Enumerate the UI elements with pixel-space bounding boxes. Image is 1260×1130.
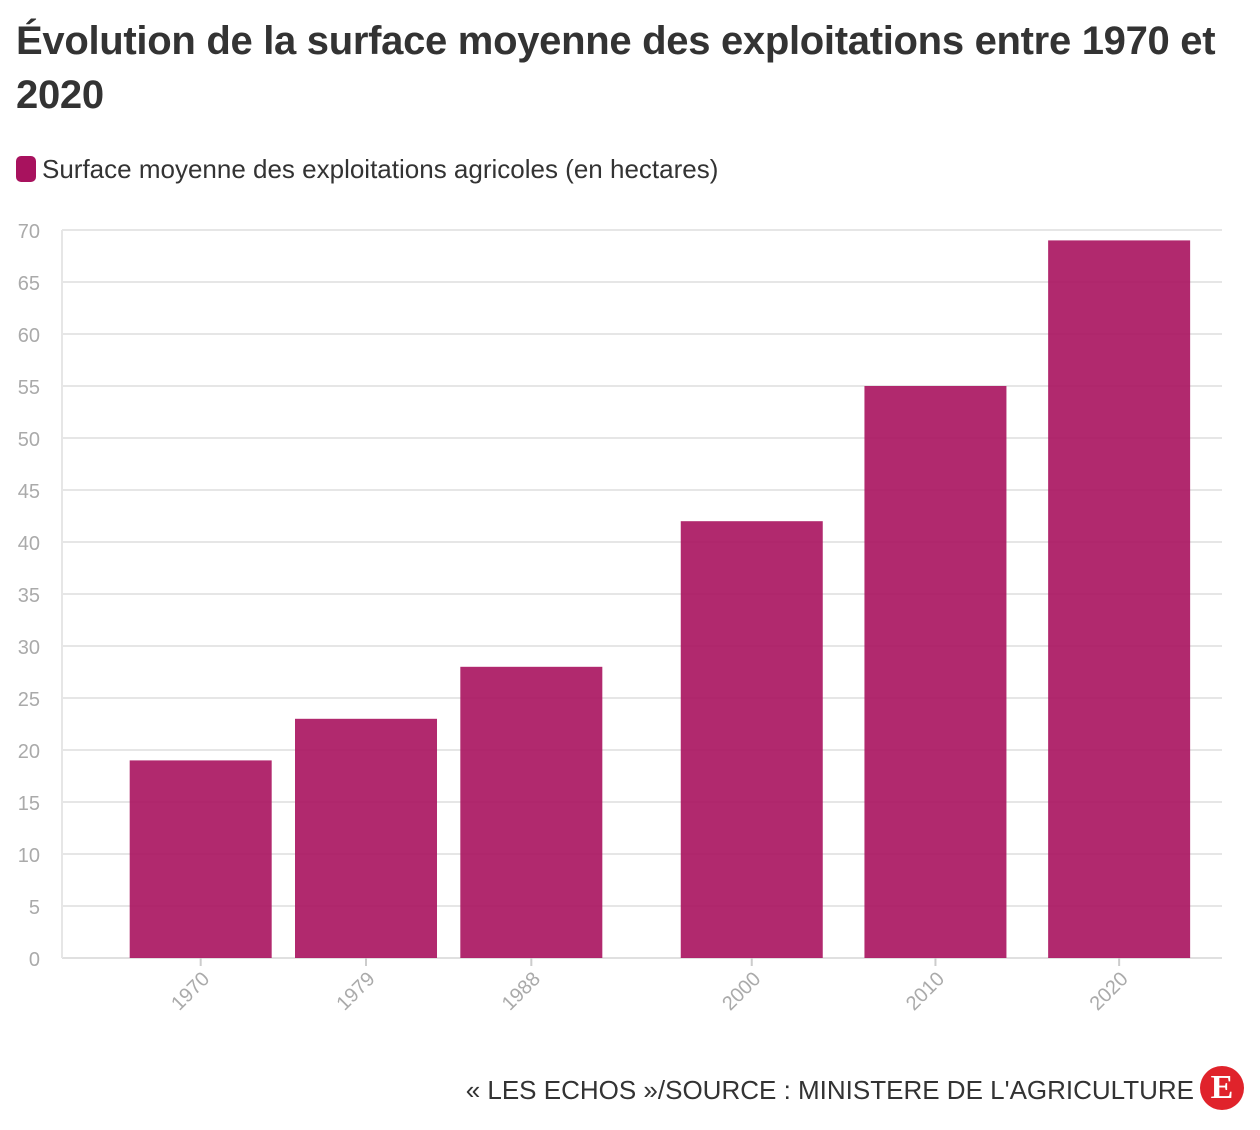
chart-title: Évolution de la surface moyenne des expl… xyxy=(16,19,1216,117)
legend-swatch xyxy=(16,156,36,182)
bar-chart: 0 5 10 15 20 25 30 35 40 45 50 55 60 65 70 1970 1979 1988… xyxy=(18,221,1222,1015)
bar xyxy=(129,760,272,958)
source-note: « LES ECHOS »/SOURCE : MINISTERE DE L'AG… xyxy=(465,1075,1194,1105)
y-tick-label: 10 xyxy=(18,845,40,867)
y-tick-label: 40 xyxy=(18,533,40,555)
y-tick-label: 60 xyxy=(18,325,40,347)
y-tick-label: 30 xyxy=(18,637,40,659)
y-tick-label: 25 xyxy=(18,689,40,711)
y-tick-label: 5 xyxy=(29,897,40,919)
bar xyxy=(680,521,823,958)
les-echos-logo-icon: E xyxy=(1200,1066,1244,1110)
y-tick-label: 15 xyxy=(18,793,40,815)
x-tick-label: 2000 xyxy=(718,968,765,1015)
y-tick-label: 0 xyxy=(29,949,40,971)
x-tick-label: 2020 xyxy=(1086,968,1133,1015)
y-tick-label: 45 xyxy=(18,481,40,503)
x-tick-label: 1988 xyxy=(498,968,545,1015)
y-tick-label: 20 xyxy=(18,741,40,763)
bar xyxy=(864,386,1007,958)
y-tick-label: 50 xyxy=(18,429,40,451)
x-tick-label: 1979 xyxy=(333,968,380,1015)
x-tick-label: 1970 xyxy=(167,968,214,1015)
legend: Surface moyenne des exploitations agrico… xyxy=(16,152,718,186)
y-tick-label: 65 xyxy=(18,273,40,295)
y-tick-label: 55 xyxy=(18,377,40,399)
y-tick-label: 70 xyxy=(18,221,40,243)
bar xyxy=(1048,240,1191,958)
bar xyxy=(460,666,603,958)
bar xyxy=(295,718,438,958)
x-tick-label: 2010 xyxy=(902,968,949,1015)
y-tick-label: 35 xyxy=(18,585,40,607)
legend-label: Surface moyenne des exploitations agrico… xyxy=(42,153,719,184)
